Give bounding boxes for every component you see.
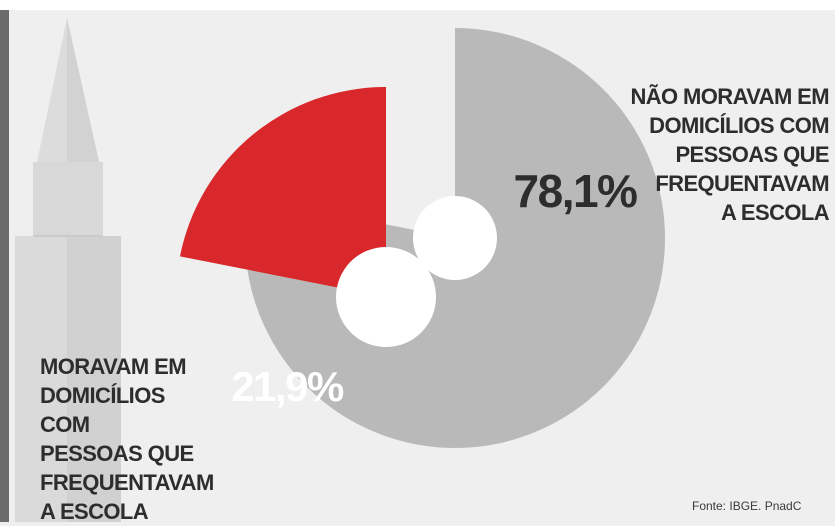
center-hole-large bbox=[413, 196, 497, 280]
pie-slice-moravam bbox=[179, 86, 386, 297]
label-line: NÃO MORAVAM EM bbox=[630, 84, 829, 109]
label-moravam: MORAVAM EM DOMICÍLIOS COM PESSOAS QUE FR… bbox=[40, 352, 214, 526]
label-line: MORAVAM EM bbox=[40, 354, 187, 379]
label-line: PESSOAS QUE bbox=[40, 441, 194, 466]
value-label-78: 78,1% bbox=[514, 165, 638, 217]
label-line: FREQUENTAVAM bbox=[40, 470, 214, 495]
source-note: Fonte: IBGE. PnadC bbox=[692, 499, 802, 513]
left-border bbox=[0, 10, 9, 522]
label-nao-moravam: NÃO MORAVAM EM DOMICÍLIOS COM PESSOAS QU… bbox=[629, 82, 829, 227]
label-line: PESSOAS QUE bbox=[675, 142, 829, 167]
label-line: A ESCOLA bbox=[40, 499, 149, 524]
value-label-21: 21,9% bbox=[231, 363, 344, 410]
label-line: FREQUENTAVAM bbox=[655, 171, 829, 196]
center-hole-small bbox=[336, 247, 436, 347]
background-tower-illustration bbox=[15, 18, 121, 522]
label-line: DOMICÍLIOS COM bbox=[40, 383, 165, 437]
top-strip bbox=[0, 0, 835, 10]
label-line: DOMICÍLIOS COM bbox=[649, 113, 829, 138]
label-line: A ESCOLA bbox=[720, 200, 830, 225]
